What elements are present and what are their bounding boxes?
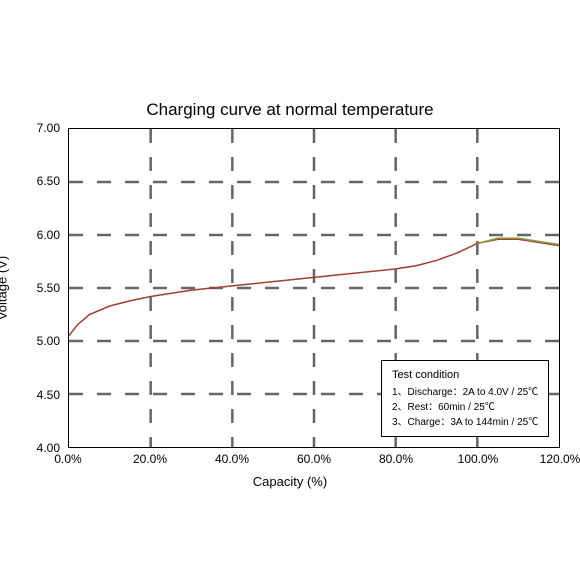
x-ticks: 0.0%20.0%40.0%60.0%80.0%100.0%120.0% xyxy=(68,452,560,468)
y-tick-label: 6.50 xyxy=(37,174,60,188)
y-tick-label: 7.00 xyxy=(37,121,60,135)
x-tick-label: 60.0% xyxy=(297,452,331,466)
plot-wrap: Voltage (V) 4.004.505.005.506.006.507.00… xyxy=(20,128,560,448)
x-tick-label: 80.0% xyxy=(379,452,413,466)
x-tick-label: 20.0% xyxy=(133,452,167,466)
chart-container: Charging curve at normal temperature Vol… xyxy=(20,100,560,480)
x-tick-label: 120.0% xyxy=(540,452,580,466)
x-tick-label: 100.0% xyxy=(458,452,499,466)
y-tick-label: 5.00 xyxy=(37,334,60,348)
y-axis-label: Voltage (V) xyxy=(0,256,10,320)
legend-line: 2、Rest：60min / 25℃ xyxy=(392,400,538,415)
chart-title: Charging curve at normal temperature xyxy=(20,100,560,120)
legend-title: Test condition xyxy=(392,367,538,384)
y-tick-label: 6.00 xyxy=(37,228,60,242)
y-ticks: 4.004.505.005.506.006.507.00 xyxy=(20,128,64,448)
plot-area: Test condition 1、Discharge：2A to 4.0V / … xyxy=(68,128,560,448)
legend-box: Test condition 1、Discharge：2A to 4.0V / … xyxy=(381,360,549,438)
x-tick-label: 40.0% xyxy=(215,452,249,466)
x-axis-label: Capacity (%) xyxy=(20,474,560,489)
y-tick-label: 5.50 xyxy=(37,281,60,295)
legend-line: 1、Discharge：2A to 4.0V / 25℃ xyxy=(392,385,538,400)
y-tick-label: 4.50 xyxy=(37,388,60,402)
legend-line: 3、Charge：3A to 144min / 25℃ xyxy=(392,415,538,430)
x-tick-label: 0.0% xyxy=(54,452,81,466)
